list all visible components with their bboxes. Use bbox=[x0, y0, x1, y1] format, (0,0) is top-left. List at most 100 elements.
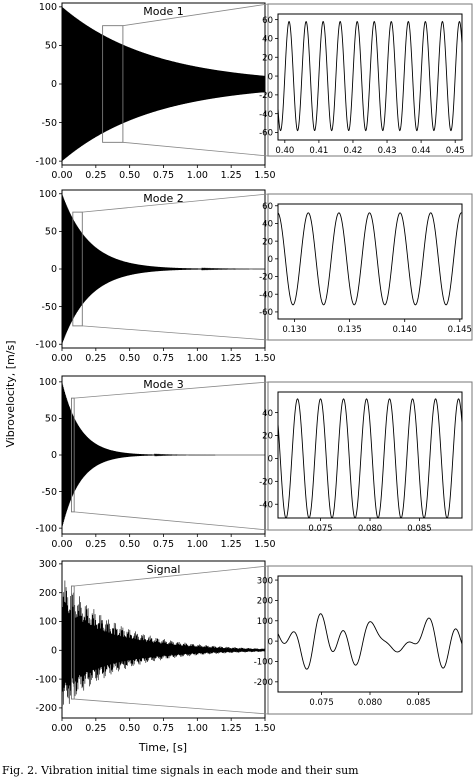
mode-3-ytick-label: -100 bbox=[35, 523, 57, 534]
mode-2-main-plot bbox=[61, 193, 266, 344]
signal-zoom-ytick-label: -100 bbox=[254, 658, 273, 668]
signal-zoom-plot bbox=[277, 613, 463, 670]
mode-1-zoom-ytick-label: -60 bbox=[259, 129, 273, 139]
signal-xtick-label: 1.00 bbox=[187, 723, 208, 734]
x-axis-label: Time, [s] bbox=[138, 741, 187, 754]
signal-xtick-label: 0.25 bbox=[85, 723, 106, 734]
mode-1-ytick-label: 0 bbox=[51, 79, 57, 90]
mode-3-main-plot bbox=[61, 381, 265, 528]
mode-2-ytick-label: -100 bbox=[35, 339, 57, 350]
mode-3-zoom-plot bbox=[277, 398, 463, 519]
mode-1-title: Mode 1 bbox=[143, 5, 183, 18]
mode-1-zoom-plot bbox=[277, 20, 463, 132]
signal-ytick-label: 300 bbox=[39, 559, 57, 570]
mode-2-xtick-label: 1.25 bbox=[221, 353, 242, 364]
signal-zoom-xtick-label: 0.075 bbox=[309, 698, 333, 708]
signal-zoom-ytick-label: -200 bbox=[254, 678, 273, 688]
mode-3-ytick-label: 100 bbox=[39, 377, 57, 388]
mode-1-zoom-ytick-label: 20 bbox=[262, 53, 273, 63]
signal-zoom-ytick-label: 200 bbox=[257, 597, 273, 607]
signal-main-plot bbox=[61, 580, 266, 706]
mode-2-title: Mode 2 bbox=[143, 192, 183, 205]
mode-3-zoom-ytick-label: 0 bbox=[268, 455, 273, 465]
signal-zoom-panel-border bbox=[267, 565, 473, 715]
mode-1-main-plot bbox=[61, 6, 266, 161]
mode-3-zoom-panel-border bbox=[267, 381, 473, 531]
signal-connector-bottom bbox=[74, 698, 269, 715]
mode-3-xtick-label: 1.50 bbox=[254, 539, 275, 550]
signal-connector-top bbox=[74, 565, 269, 587]
mode-2-xtick-label: 0.75 bbox=[153, 353, 174, 364]
mode-2-xtick-label: 1.50 bbox=[254, 353, 275, 364]
signal-xtick-label: 1.50 bbox=[254, 723, 275, 734]
signal-zoom-xtick-label: 0.085 bbox=[406, 698, 430, 708]
mode-3-zoom-xtick-label: 0.075 bbox=[308, 524, 332, 534]
mode-2-zoom-xtick-label: 0.135 bbox=[337, 325, 361, 335]
mode-3-zoom-ytick-label: 20 bbox=[262, 432, 273, 442]
mode-1-zoom-ytick-label: -40 bbox=[259, 110, 273, 120]
plots-layer: 0.00 0.25 0.50 0.75 1.00 1.25 1.50 100 50 0 -50 -10… bbox=[35, 2, 473, 734]
signal-xtick-label: 0.50 bbox=[119, 723, 140, 734]
mode-2-xtick-label: 0.25 bbox=[85, 353, 106, 364]
mode-3-zoom-ytick-label: 40 bbox=[262, 409, 273, 419]
mode-1-zoom-xtick-label: 0.45 bbox=[446, 146, 465, 156]
mode-3-zoom-window bbox=[71, 397, 75, 513]
signal-zoom-xtick-label: 0.080 bbox=[358, 698, 382, 708]
signal-xtick-label: 0.75 bbox=[153, 723, 174, 734]
mode-2-xtick-label: 0.00 bbox=[51, 353, 72, 364]
signal-zoom-ytick-label: 100 bbox=[257, 617, 273, 627]
mode-3-xtick-label: 1.25 bbox=[221, 539, 242, 550]
signal-ytick-label: 0 bbox=[51, 646, 57, 657]
signal-zoom-ytick-label: 300 bbox=[257, 576, 273, 586]
signal-series-line bbox=[61, 580, 266, 706]
mode-1-zoom-series-line bbox=[277, 20, 463, 132]
mode-1-zoom-axes-frame bbox=[277, 13, 463, 141]
mode-2-zoom-ytick-label: 20 bbox=[262, 237, 273, 247]
mode-2-series-line bbox=[61, 193, 266, 344]
mode-2-ytick-label: 50 bbox=[45, 227, 57, 238]
mode-2-ytick-label: -50 bbox=[41, 302, 57, 313]
mode-2-zoom-xtick-label: 0.145 bbox=[448, 325, 472, 335]
mode-2-zoom-ytick-label: -20 bbox=[259, 273, 273, 283]
mode-1-zoom-window bbox=[102, 25, 124, 143]
mode-1-zoom-panel-border bbox=[267, 3, 473, 157]
mode-2-zoom-ytick-label: 40 bbox=[262, 220, 273, 230]
mode-3-zoom-xtick-label: 0.085 bbox=[407, 524, 431, 534]
mode-2-connector-bottom bbox=[82, 325, 269, 341]
mode-2-zoom-xtick-label: 0.140 bbox=[393, 325, 417, 335]
mode-1-ytick-label: 100 bbox=[39, 2, 57, 13]
mode-1-xtick-label: 0.75 bbox=[153, 170, 174, 181]
mode-1-connector-bottom bbox=[122, 141, 269, 157]
mode-2-connector-top bbox=[82, 193, 269, 213]
mode-3-title: Mode 3 bbox=[143, 378, 183, 391]
mode-1-zoom-xtick-label: 0.41 bbox=[309, 146, 328, 156]
mode-1-series-line bbox=[61, 6, 266, 161]
mode-1-zoom-xtick-label: 0.40 bbox=[275, 146, 294, 156]
mode-2-zoom-plot bbox=[277, 212, 463, 306]
mode-3-ytick-label: -50 bbox=[41, 487, 57, 498]
mode-1-xtick-label: 0.50 bbox=[119, 170, 140, 181]
signal-zoom-ytick-label: 0 bbox=[268, 637, 273, 647]
mode-2-zoom-panel-border bbox=[267, 193, 473, 341]
mode-2-ytick-label: 100 bbox=[39, 189, 57, 200]
signal-xtick-label: 0.00 bbox=[51, 723, 72, 734]
mode-1-zoom-ytick-label: 60 bbox=[262, 16, 273, 26]
signal-ytick-label: -100 bbox=[35, 674, 57, 685]
mode-3-xtick-label: 0.25 bbox=[85, 539, 106, 550]
mode-3-xtick-label: 0.50 bbox=[119, 539, 140, 550]
mode-1-xtick-label: 0.25 bbox=[85, 170, 106, 181]
mode-2-zoom-ytick-label: 60 bbox=[262, 202, 273, 212]
signal-title: Signal bbox=[147, 563, 181, 576]
mode-2-ytick-label: 0 bbox=[51, 264, 57, 275]
mode-3-xtick-label: 0.75 bbox=[153, 539, 174, 550]
mode-2-zoom-window bbox=[72, 211, 83, 327]
mode-1-connector-top bbox=[122, 3, 269, 27]
signal-ytick-label: -200 bbox=[35, 703, 57, 714]
figure-caption: Fig. 2. Vibration initial time signals i… bbox=[2, 764, 359, 777]
mode-2-zoom-xtick-label: 0.130 bbox=[282, 325, 306, 335]
mode-3-xtick-label: 0.00 bbox=[51, 539, 72, 550]
mode-2-zoom-ytick-label: -60 bbox=[259, 308, 273, 318]
mode-3-connector-bottom bbox=[74, 511, 269, 531]
y-axis-label: Vibrovelocity, [m/s] bbox=[4, 340, 17, 447]
